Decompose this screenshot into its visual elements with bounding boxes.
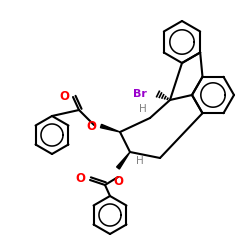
Text: O: O [86, 120, 96, 132]
Polygon shape [116, 152, 130, 169]
Text: O: O [75, 172, 85, 186]
Text: H: H [139, 104, 147, 114]
Text: Br: Br [133, 89, 147, 99]
Text: O: O [59, 90, 69, 102]
Text: H: H [136, 156, 144, 166]
Polygon shape [100, 124, 120, 132]
Text: O: O [113, 175, 123, 188]
